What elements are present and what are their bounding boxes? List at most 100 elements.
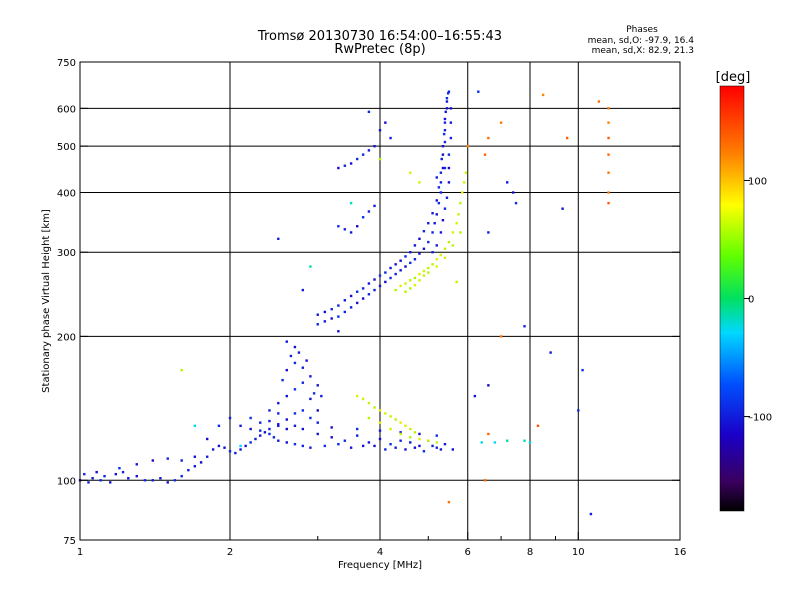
echo-point xyxy=(373,288,376,292)
echo-point xyxy=(99,479,102,482)
echo-point xyxy=(431,263,434,266)
echo-point xyxy=(316,384,319,387)
echo-point xyxy=(511,191,515,194)
echo-point xyxy=(483,153,487,156)
echo-point xyxy=(289,354,293,358)
echo-point xyxy=(418,237,421,241)
echo-point xyxy=(285,340,288,343)
echo-point xyxy=(427,266,430,270)
echo-point xyxy=(293,388,297,391)
echo-point xyxy=(399,439,402,442)
echo-point xyxy=(305,359,308,362)
echo-point xyxy=(394,263,397,266)
echo-point xyxy=(447,90,451,93)
echo-point xyxy=(413,244,417,247)
echo-point xyxy=(277,401,280,405)
echo-point xyxy=(499,121,503,124)
echo-point xyxy=(439,231,443,234)
echo-point xyxy=(293,361,297,365)
x-axis-label: Frequency [MHz] xyxy=(338,560,422,571)
echo-point xyxy=(607,107,610,110)
echo-point xyxy=(607,191,610,194)
echo-point xyxy=(435,258,438,261)
echo-point xyxy=(367,401,371,405)
echo-point xyxy=(297,351,301,354)
echo-point xyxy=(330,317,333,320)
echo-point xyxy=(211,448,215,451)
x-tick-label: 10 xyxy=(572,547,585,558)
colorbar-label: [deg] xyxy=(716,70,751,85)
echo-point xyxy=(223,446,226,449)
echo-point xyxy=(431,251,434,254)
echo-point xyxy=(493,441,497,444)
echo-point xyxy=(418,181,421,184)
y-tick-label: 400 xyxy=(57,188,76,199)
echo-point xyxy=(607,136,610,140)
echo-point xyxy=(193,424,197,428)
echo-point xyxy=(249,416,252,420)
echo-point xyxy=(399,421,402,424)
x-tick-label: 6 xyxy=(465,547,471,558)
echo-point xyxy=(389,442,392,446)
echo-point xyxy=(447,153,451,156)
echo-point xyxy=(394,288,397,292)
echo-point xyxy=(263,431,267,434)
echo-point xyxy=(441,166,445,170)
echo-point xyxy=(217,424,221,428)
echo-point xyxy=(337,315,340,318)
echo-point xyxy=(561,207,564,210)
phase-stats-x: mean, sd,X: 82.9, 21.3 xyxy=(592,46,694,56)
echo-point xyxy=(285,394,288,398)
echo-point xyxy=(409,251,412,254)
echo-point xyxy=(487,231,490,234)
echo-point xyxy=(323,320,327,323)
chart-title: Tromsø 20130730 16:54:00–16:55:43 xyxy=(257,29,502,44)
echo-point xyxy=(293,345,297,349)
echo-point xyxy=(447,166,451,170)
echo-point xyxy=(437,186,441,189)
echo-point xyxy=(349,162,353,165)
echo-point xyxy=(404,424,407,428)
echo-point xyxy=(404,448,407,451)
echo-point xyxy=(449,121,453,124)
echo-point xyxy=(378,437,382,441)
echo-point xyxy=(193,465,197,468)
echo-point xyxy=(514,201,518,205)
echo-point xyxy=(355,225,359,228)
echo-point xyxy=(355,427,359,431)
echo-point xyxy=(439,253,443,257)
echo-point xyxy=(83,472,86,476)
echo-point xyxy=(384,121,387,124)
echo-point xyxy=(435,265,438,268)
echo-point xyxy=(205,437,209,441)
echo-point xyxy=(349,446,353,449)
echo-point xyxy=(367,293,371,296)
echo-point xyxy=(187,468,190,472)
echo-point xyxy=(343,228,347,231)
echo-point xyxy=(272,436,276,439)
echo-point xyxy=(355,434,359,437)
x-tick-label: 4 xyxy=(377,547,383,558)
echo-point xyxy=(440,157,443,161)
echo-point xyxy=(431,212,434,215)
echo-point xyxy=(418,444,421,448)
echo-point xyxy=(135,463,138,466)
echo-point xyxy=(159,477,162,480)
echo-point xyxy=(431,444,434,448)
x-tick-label: 2 xyxy=(227,547,233,558)
echo-point xyxy=(505,439,509,442)
echo-point xyxy=(409,436,412,439)
echo-point xyxy=(277,423,280,426)
echo-point xyxy=(413,431,417,434)
echo-point xyxy=(367,110,371,114)
echo-point xyxy=(378,128,382,132)
echo-point xyxy=(320,394,323,398)
echo-point xyxy=(384,271,387,274)
echo-point xyxy=(439,191,443,194)
echo-point xyxy=(87,481,90,484)
echo-point xyxy=(455,222,458,225)
echo-point xyxy=(422,247,426,250)
echo-point xyxy=(343,164,347,167)
echo-point xyxy=(399,259,402,262)
